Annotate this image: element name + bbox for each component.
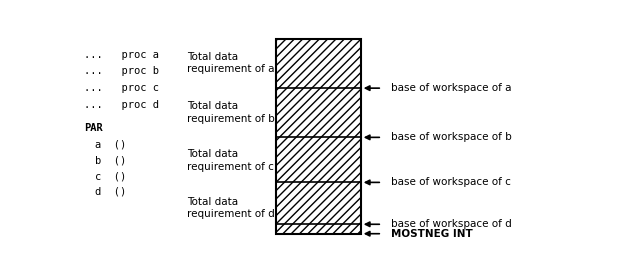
Text: base of workspace of c: base of workspace of c [390,177,510,187]
Text: MOSTNEG INT: MOSTNEG INT [390,229,472,239]
Text: Total data
requirement of a: Total data requirement of a [187,52,274,75]
Text: PAR: PAR [84,123,103,133]
Text: c  (): c () [95,171,126,181]
Text: ...   proc a: ... proc a [84,50,159,60]
Text: base of workspace of a: base of workspace of a [390,83,511,93]
Text: base of workspace of b: base of workspace of b [390,132,512,142]
Text: ...   proc c: ... proc c [84,83,159,93]
Text: Total data
requirement of b: Total data requirement of b [187,101,275,124]
Text: Total data
requirement of c: Total data requirement of c [187,149,274,172]
Text: b  (): b () [95,155,126,165]
Bar [276,39,361,234]
Text: ...   proc b: ... proc b [84,66,159,76]
Text: Total data
requirement of d: Total data requirement of d [187,197,275,219]
Text: ...   proc d: ... proc d [84,100,159,110]
Text: d  (): d () [95,187,126,197]
Text: base of workspace of d: base of workspace of d [390,219,512,229]
Text: a  (): a () [95,140,126,150]
